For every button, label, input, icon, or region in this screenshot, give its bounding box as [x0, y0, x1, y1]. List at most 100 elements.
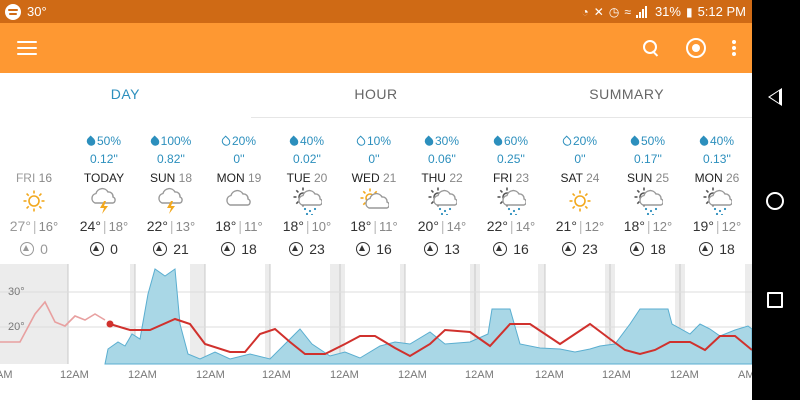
- precip-amount: 0'': [574, 152, 586, 166]
- raindrop-icon: [560, 135, 573, 148]
- high-temp: 27°: [9, 218, 31, 234]
- precip-chance: 40%: [273, 131, 341, 151]
- day-forecast-6[interactable]: 30% 0.06'' THU 22 20° | 14° 13: [408, 118, 476, 261]
- night-band: [330, 264, 345, 364]
- wind-direction-icon: [289, 242, 304, 256]
- precip-chance-value: 30%: [434, 134, 460, 148]
- day-forecast-3[interactable]: 20% 0'' MON 19 18° | 11° 18: [205, 118, 273, 261]
- low-temp: 10°: [311, 219, 332, 234]
- raindrop-icon: [697, 135, 710, 148]
- y-axis-label: 20°: [8, 321, 25, 333]
- night-band: [130, 264, 135, 364]
- day-forecast-4[interactable]: 40% 0.02'' TUE 20 18° | 10° 23: [273, 118, 341, 261]
- recents-icon[interactable]: [767, 292, 783, 308]
- alarm-icon: ◷: [608, 4, 620, 19]
- day-forecast-1[interactable]: 50% 0.12'' TODAY 24° | 18° 0: [70, 118, 138, 261]
- day-name: MON: [216, 171, 245, 185]
- wind-speed: 16: [477, 237, 545, 261]
- day-name: FRI: [15, 171, 36, 185]
- day-date: 20: [313, 171, 328, 185]
- day-label: WED 21: [340, 169, 408, 187]
- day-forecast-8[interactable]: 20% 0'' SAT 24 21° | 12° 23: [546, 118, 614, 261]
- day-forecast-9[interactable]: 50% 0.17'' SUN 25 18° | 12° 18: [614, 118, 682, 261]
- low-temp: 14°: [515, 219, 536, 234]
- high-temp: 19°: [692, 218, 714, 234]
- forecast-chart: 30° 20° AM 12AM 12AM 12AM 12AM 12AM 12AM 12AM 12AM…: [0, 264, 752, 400]
- low-temp: 14°: [446, 219, 467, 234]
- day-forecast-5[interactable]: 10% 0'' WED 21 18° | 11° 16: [340, 118, 408, 261]
- day-date: 18: [178, 171, 193, 185]
- high-temp: 18°: [282, 218, 304, 234]
- day-forecast-0[interactable]: FRI 16 27° | 16° 0: [0, 118, 68, 261]
- more-options-icon[interactable]: [732, 40, 736, 56]
- day-label: TODAY: [70, 169, 138, 187]
- x-axis-label: 12AM: [196, 369, 225, 381]
- temperature-range: 19° | 12°: [692, 218, 742, 234]
- low-temp: 11°: [244, 219, 263, 234]
- precip-chance: 30%: [408, 131, 476, 151]
- high-temp: 22°: [486, 218, 508, 234]
- day-name: TODAY: [83, 171, 125, 185]
- sunny-icon: [23, 190, 45, 212]
- precip-chance: 20%: [205, 131, 273, 151]
- high-temp: 20°: [417, 218, 439, 234]
- raindrop-icon: [287, 135, 300, 148]
- search-icon[interactable]: [642, 39, 660, 57]
- x-axis-label: 12AM: [262, 369, 291, 381]
- day-forecast-7[interactable]: 60% 0.25'' FRI 23 22° | 14° 16: [477, 118, 545, 261]
- tab-day[interactable]: DAY: [0, 73, 251, 118]
- menu-icon[interactable]: [17, 41, 37, 55]
- temperature-range: 22° | 14°: [486, 218, 536, 234]
- precip-chance-value: 40%: [709, 134, 735, 148]
- precip-chance-value: 100%: [160, 134, 192, 148]
- precip-amount: 0.17'': [634, 152, 662, 166]
- precip-amount: 0.06'': [428, 152, 456, 166]
- raindrop-icon: [422, 135, 435, 148]
- android-nav-bar: [752, 0, 800, 400]
- signal-icon: [635, 5, 650, 18]
- wind-speed-value: 23: [582, 241, 598, 257]
- temperature-range: 18° | 11°: [215, 218, 263, 234]
- back-icon[interactable]: [768, 88, 782, 106]
- precip-chance: 40%: [683, 131, 751, 151]
- night-band: [745, 264, 752, 364]
- precip-chance: 50%: [614, 131, 682, 151]
- day-forecast-2[interactable]: 100% 0.82'' SUN 18 22° | 13° 21: [137, 118, 205, 261]
- precip-chance: 10%: [340, 131, 408, 151]
- tab-hour[interactable]: HOUR: [354, 86, 398, 102]
- day-name: SUN: [149, 171, 176, 185]
- day-name: SUN: [626, 171, 653, 185]
- temperature-range: 18° | 12°: [623, 218, 673, 234]
- tab-summary[interactable]: SUMMARY: [589, 86, 665, 102]
- day-label: TUE 20: [273, 169, 341, 187]
- temperature-range: 20° | 14°: [417, 218, 467, 234]
- location-icon[interactable]: [686, 38, 706, 58]
- night-band: [400, 264, 405, 364]
- high-temp: 24°: [79, 218, 101, 234]
- daily-forecast: FRI 16 27° | 16° 0 50% 0.12'' TODAY 24° | 18° 0 100%…: [0, 118, 752, 264]
- day-label: SUN 18: [137, 169, 205, 187]
- precip-chance: 100%: [137, 131, 205, 151]
- x-axis-label: 12AM: [128, 369, 157, 381]
- wind-speed: 21: [137, 237, 205, 261]
- temperature-range: 24° | 18°: [79, 218, 129, 234]
- precip-amount: 0.13'': [703, 152, 731, 166]
- precip-amount: 0'': [233, 152, 245, 166]
- spotify-icon: [5, 3, 21, 20]
- day-name: FRI: [492, 171, 513, 185]
- wind-speed-value: 23: [309, 241, 325, 257]
- home-icon[interactable]: [766, 192, 784, 210]
- wind-speed: 18: [205, 237, 273, 261]
- day-date: 26: [725, 171, 740, 185]
- raindrop-icon: [491, 135, 504, 148]
- day-label: FRI 16: [0, 169, 68, 187]
- high-temp: 22°: [146, 218, 168, 234]
- high-temp: 18°: [623, 218, 645, 234]
- battery-percent: 31%: [654, 4, 681, 19]
- high-temp: 18°: [215, 218, 237, 234]
- temperature-range: 18° | 11°: [350, 218, 398, 234]
- night-band: [265, 264, 270, 364]
- day-name: SAT: [560, 171, 583, 185]
- day-forecast-10[interactable]: 40% 0.13'' MON 26 19° | 12° 18: [683, 118, 751, 261]
